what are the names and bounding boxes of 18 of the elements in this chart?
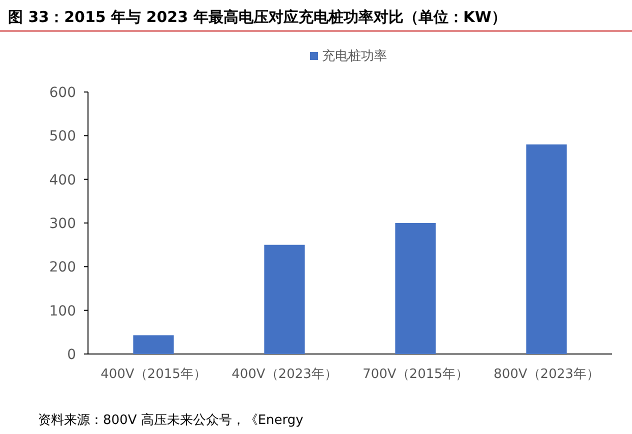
y-tick-label: 100: [49, 303, 76, 320]
bar: [264, 244, 305, 354]
x-tick-label: 700V（2015年）: [362, 367, 468, 382]
y-tick-label: 200: [49, 260, 76, 276]
x-tick-label: 400V（2015年）: [100, 367, 206, 382]
y-tick-label: 400: [49, 172, 76, 188]
text: 资料来源：800V 高压未来公众号，《Energy: [38, 412, 304, 428]
y-tick-label: 500: [49, 128, 76, 145]
legend-label: 充电桩功率: [322, 48, 387, 64]
y-tick-label: 0: [67, 347, 76, 363]
y-tick-label: 300: [49, 216, 76, 232]
chart-title: 图 33：2015 年与 2023 年最高电压对应充电桩功率对比（单位：KW）: [8, 8, 506, 26]
bar: [395, 223, 436, 354]
bar: [526, 144, 567, 354]
x-tick-label: 800V（2023年）: [494, 367, 600, 382]
bar: [133, 335, 174, 354]
x-tick-label: 400V（2023年）: [232, 367, 338, 382]
y-tick-label: 600: [49, 85, 76, 101]
